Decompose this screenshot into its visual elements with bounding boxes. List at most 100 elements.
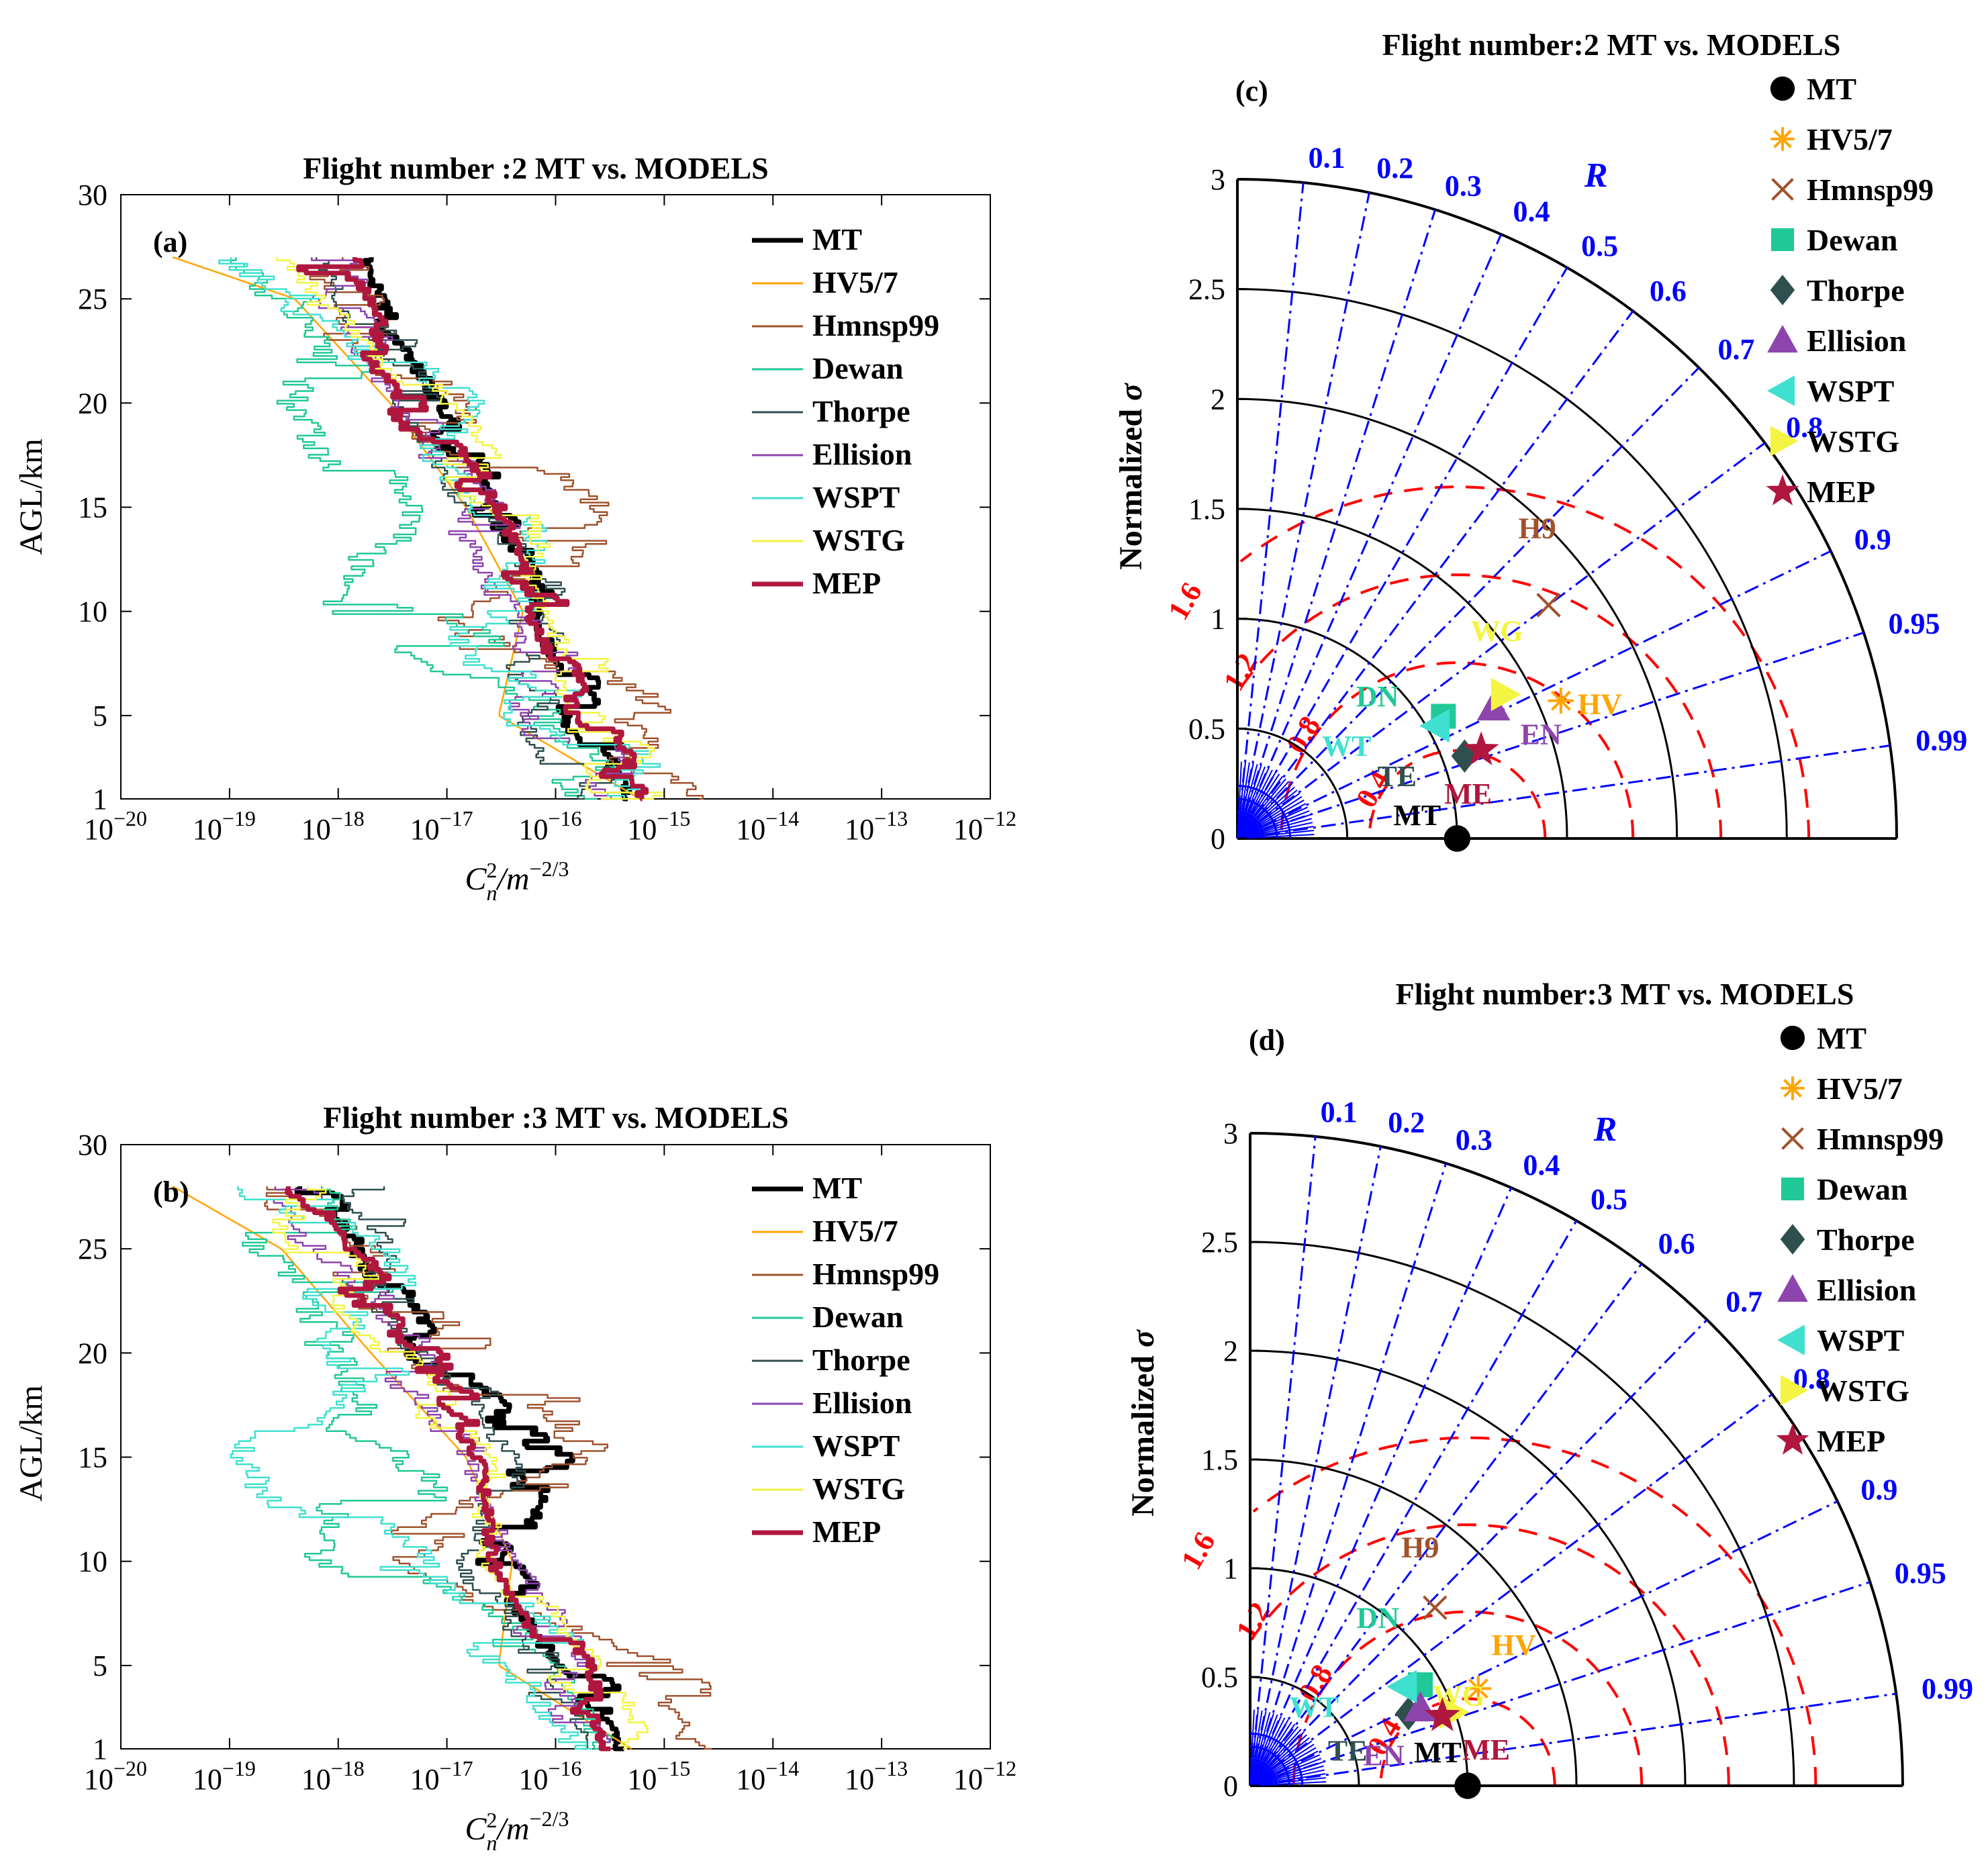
x-tick-label: 10−18 [301,806,365,846]
corr-label: 0.2 [1376,152,1413,185]
corr-label: 0.99 [1922,1672,1973,1705]
std-tick-label: 2 [1223,1335,1238,1368]
y-tick-label: 25 [78,1233,107,1265]
inner-arc [1237,798,1278,839]
point-label-te: TE [1377,760,1417,793]
std-arc [1237,727,1349,839]
panel-a-ylabel: AGL/km [13,438,49,555]
legend-marker-hmnsp99 [1781,1127,1804,1150]
x-tick-exponent: −12 [983,1756,1016,1780]
panel-a-plot-area [172,256,704,802]
std-arc [1237,288,1788,839]
std-tick-label: 1.5 [1188,493,1225,526]
point-label-hv: HV [1492,1629,1536,1662]
x-tick-base: 10 [84,1763,113,1796]
corr-ray [1249,1500,1838,1787]
legend-label-ellision: Ellision [812,1386,912,1420]
legend-label-hmnsp99: Hmnsp99 [812,1257,939,1291]
rmsd-contour [1379,1697,1556,1786]
point-marker-hmnsp99 [1423,1595,1448,1620]
corr-label: 0.95 [1895,1557,1946,1590]
point-label-mt: MT [1414,1736,1462,1769]
legend-label-dewan: Dewan [812,351,903,385]
inner-arc [1237,811,1265,839]
point-marker-wstg [1490,677,1521,712]
std-tick-label: 2.5 [1201,1226,1238,1259]
inner-arc [1237,824,1252,839]
series-line-dewan [242,1186,613,1750]
legend-label-mep: MEP [812,566,881,600]
legend-label-mt: MT [1807,72,1856,106]
std-tick-label: 1 [1211,603,1225,636]
panel-b-legend: MT HV5/7 Hmnsp99 Dewan Thorpe Ellision WSPT WST… [752,1171,939,1549]
y-tick-label: 5 [93,700,107,732]
point-label-mt: MT [1393,799,1441,832]
std-tick-label: 0 [1223,1770,1238,1803]
legend-marker-wstg [1770,426,1799,457]
std-tick-label: 0.5 [1188,712,1225,745]
panel-b-xlabel-sup: 2 [487,1808,498,1832]
corr-ray [1249,1692,1897,1787]
corr-ray [1236,234,1503,839]
panel-b-ticks: 10−20 10−19 10−18 10−17 10−16 10−15 10−14 10−13… [78,1129,1016,1796]
corr-label: 0.9 [1854,523,1891,556]
legend-label-wstg: WSTG [812,523,905,557]
corr-ray [1236,182,1305,839]
x-tick-exponent: −13 [874,806,908,830]
panel-a-xlabel-rest-sup: −2/3 [530,857,569,881]
x-tick-label: 10−14 [736,1756,799,1796]
y-tick-label: 30 [78,1129,107,1161]
legend-marker-wspt [1777,1325,1805,1355]
corr-label: 0.3 [1445,169,1482,202]
point-marker-wspt [1386,1670,1417,1704]
taylor-panel-c: Flight number:2 MT vs. MODELS (c) Normal… [1113,28,1967,855]
x-tick-label: 10−13 [845,806,908,846]
y-tick-label: 1 [93,1733,107,1766]
legend-label-hv5-7: HV5/7 [1817,1071,1903,1106]
panel-d-ylabel-text: Normalized [1125,1347,1161,1517]
legend-marker-wstg [1780,1375,1809,1406]
point-label-wt: WT [1322,730,1371,763]
legend-label-hmnsp99: Hmnsp99 [812,308,939,342]
point-marker-hmnsp99 [1536,593,1561,618]
inner-arc [1249,1758,1278,1786]
corr-label: 0.6 [1658,1227,1695,1260]
r-axis-label: R [1584,156,1608,195]
x-tick-exponent: −14 [765,1756,799,1780]
x-tick-exponent: −14 [765,806,799,830]
series-line-ellision [273,1186,612,1750]
x-tick-exponent: −16 [548,806,581,830]
x-tick-label: 10−19 [193,806,256,846]
legend-label-wstg: WSTG [812,1472,905,1506]
panel-b-xlabel: C2 n/m−2/3 [465,1807,569,1855]
std-arc [1249,1567,1469,1786]
y-tick-label: 20 [78,1337,107,1370]
y-tick-label: 10 [78,595,107,628]
panel-a-tag: (a) [153,226,187,258]
corr-label: 0.99 [1915,724,1967,757]
panel-a-xlabel-sup: 2 [487,858,498,882]
rmsd-contour [1237,573,1723,838]
y-tick-label: 10 [78,1545,107,1578]
corr-ray [1236,209,1437,839]
corr-ray [1249,1263,1643,1786]
std-tick-label: 3 [1211,163,1225,196]
legend-marker-wspt [1766,375,1795,406]
point-label-dn: DN [1356,680,1399,713]
legend-label-wspt: WSPT [1807,374,1894,408]
corr-label: 0.5 [1591,1183,1627,1216]
panel-b-xlabel-rest: /m [495,1811,530,1847]
legend-label-mt: MT [812,1171,862,1205]
std-arc [1249,1241,1795,1786]
inner-arc [1249,1745,1290,1786]
corr-label: 0.4 [1513,195,1550,228]
point-marker-hv5-7 [1548,687,1574,714]
panel-b-title: Flight number :3 MT vs. MODELS [323,1100,788,1135]
y-tick-label: 20 [78,387,107,420]
x-tick-base: 10 [518,1763,548,1796]
panel-c-ylabel: Normalized σ [1113,383,1149,570]
x-tick-exponent: −16 [548,1756,581,1780]
series-line-hv5-7 [172,256,641,800]
x-tick-base: 10 [953,1763,983,1796]
std-tick-label: 2.5 [1188,273,1225,306]
